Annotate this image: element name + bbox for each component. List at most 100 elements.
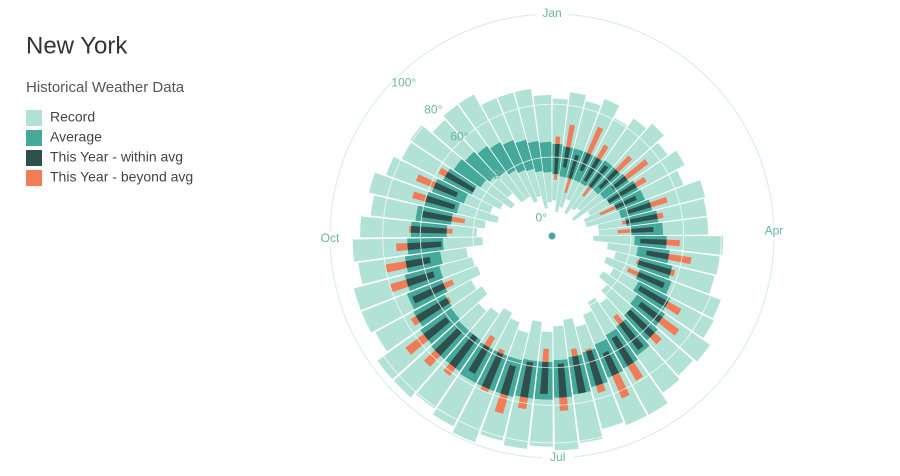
this-year-within [579,152,591,172]
average-bar [502,140,526,174]
legend-swatch [26,150,42,166]
this-year-within [554,143,560,175]
this-year-beyond [613,313,624,325]
this-year-within [405,256,431,269]
grid-circle [419,103,685,369]
this-year-beyond [451,216,466,224]
this-year-beyond [410,316,420,326]
average-bar [527,141,543,173]
grid-circle [532,216,572,256]
this-year-within [630,227,654,233]
this-year-within [557,363,568,398]
this-year-beyond [596,383,606,394]
this-year-beyond [649,332,662,345]
y-tick-label: 100° [391,75,416,89]
this-year-within [572,355,586,394]
this-year-beyond [665,301,682,316]
this-year-beyond [389,279,409,293]
label-background [536,6,568,22]
this-year-beyond [396,243,408,252]
this-year-beyond [596,144,609,160]
this-year-within [637,272,665,289]
this-year-within [640,238,667,246]
this-year-within [626,202,652,215]
this-year-beyond [617,229,631,234]
this-year-beyond [564,178,572,194]
this-year-within [562,146,571,168]
this-year-within [611,176,628,190]
this-year-within [589,165,609,188]
this-year-beyond [624,159,649,180]
x-tick-label: Oct [321,231,340,245]
this-year-within [637,260,672,276]
this-year-within [444,171,476,193]
this-year-beyond [555,136,561,145]
this-year-within [598,169,619,190]
label-background [314,230,347,247]
this-year-within [540,361,549,394]
grid-circle [382,66,722,406]
legend-swatch [26,130,42,146]
this-year-within [433,182,459,198]
this-year-within [583,157,601,183]
this-year-beyond [612,372,630,399]
this-year-within [500,364,517,396]
this-year-beyond [649,197,668,208]
this-year-within [585,349,604,386]
this-year-beyond [438,167,448,177]
this-year-within [638,301,663,323]
this-year-beyond [423,350,441,367]
average-bar [515,139,534,172]
this-year-within [481,351,504,390]
this-year-beyond [582,186,592,197]
y-tick-label: 80° [424,102,442,116]
this-year-within [407,241,442,251]
this-year-beyond [559,397,569,411]
this-year-beyond [542,348,549,363]
legend-label: Average [50,129,102,145]
legend-label: Record [50,109,95,125]
legend-swatch [26,170,42,186]
this-year-beyond [656,212,664,219]
this-year-beyond [570,348,578,357]
average-bar [490,142,516,175]
this-year-beyond [627,362,644,381]
this-year-beyond [409,225,412,233]
this-year-within [405,271,435,287]
this-year-beyond [585,347,592,352]
chart-subtitle: Historical Weather Data [26,79,185,96]
this-year-within [421,210,453,222]
this-year-beyond [443,279,455,289]
this-year-within [626,309,655,338]
legend-label: This Year - within avg [50,149,183,165]
x-tick-label: Jan [542,6,561,20]
this-year-beyond [669,269,676,277]
legend-label: This Year - beyond avg [50,169,193,185]
this-year-beyond [385,261,407,273]
grid-circle [472,156,632,316]
this-year-beyond [484,334,496,348]
x-tick-label: Apr [765,223,784,237]
this-year-beyond [634,177,647,188]
this-year-beyond [621,220,627,225]
this-year-within [415,297,450,323]
this-year-within [449,334,478,369]
this-year-beyond [497,348,505,355]
this-year-beyond [443,363,456,376]
this-year-within [412,283,446,304]
this-year-within [468,344,490,374]
this-year-within [602,350,619,376]
this-year-within [423,317,450,341]
average-bar [453,159,487,188]
this-year-beyond [446,228,453,234]
this-year-beyond [635,259,639,265]
this-year-within [611,335,634,367]
this-year-within [434,327,463,356]
this-year-beyond [599,205,617,216]
this-year-within [637,285,669,308]
this-year-beyond [412,191,427,202]
y-tick-label: 32° [487,167,505,181]
x-tick-label: Jul [550,450,565,464]
average-bar [477,145,506,178]
